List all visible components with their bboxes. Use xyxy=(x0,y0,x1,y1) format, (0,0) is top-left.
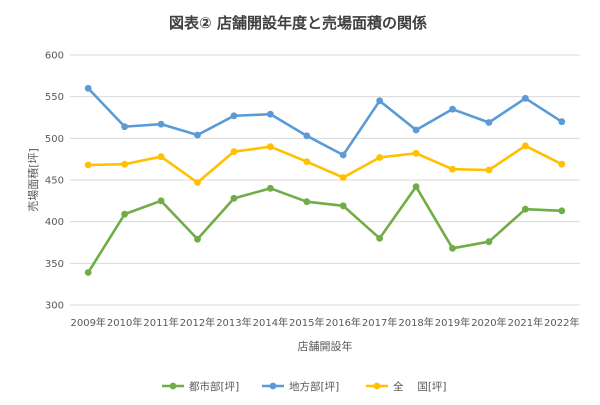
data-point xyxy=(339,202,347,210)
x-tick-label: 2015年 xyxy=(289,316,324,329)
x-tick-label: 2016年 xyxy=(325,316,360,329)
data-point xyxy=(84,269,92,276)
data-point xyxy=(449,105,456,113)
x-tick-label: 2022年 xyxy=(544,316,579,329)
data-point xyxy=(303,158,311,166)
data-point xyxy=(376,154,384,161)
y-tick-label: 550 xyxy=(45,92,64,103)
x-axis-ticks: 2009年 2010年 2011年 2012年 2013年 2014年 2015年 2016年… xyxy=(70,316,579,329)
data-point xyxy=(376,234,384,242)
legend-label: 全 国[坪] xyxy=(393,380,447,393)
x-tick-label: 2018年 xyxy=(398,316,433,329)
data-point xyxy=(485,119,493,126)
y-tick-label: 450 xyxy=(45,176,64,187)
series-line xyxy=(87,87,563,157)
y-tick-label: 350 xyxy=(45,259,64,270)
data-point xyxy=(194,179,201,186)
x-tick-label: 2020年 xyxy=(471,316,506,329)
x-tick-label: 2011年 xyxy=(143,316,178,329)
legend-item: 全 国[坪] xyxy=(366,380,447,393)
series-line xyxy=(87,185,562,274)
x-tick-label: 2013年 xyxy=(216,316,251,329)
data-point xyxy=(449,165,456,173)
data-point xyxy=(266,110,274,118)
legend-marker xyxy=(373,382,381,390)
data-point xyxy=(230,148,238,156)
y-tick-label: 500 xyxy=(45,134,64,145)
data-point xyxy=(339,151,347,159)
series-group xyxy=(84,142,566,186)
legend: 都市部[坪] 地方部[坪] 全 国[坪] xyxy=(162,380,447,393)
data-point xyxy=(84,84,92,92)
x-tick-label: 2012年 xyxy=(180,316,215,329)
data-point xyxy=(157,120,165,128)
data-point xyxy=(521,94,529,102)
legend-marker xyxy=(269,382,277,390)
data-point xyxy=(521,205,529,213)
y-tick-label: 600 xyxy=(45,51,64,62)
legend-label: 都市部[坪] xyxy=(189,380,239,393)
series-group xyxy=(84,183,566,276)
data-point xyxy=(376,97,384,105)
x-tick-label: 2021年 xyxy=(508,316,543,329)
data-point xyxy=(521,142,529,150)
data-point xyxy=(412,183,420,191)
data-point xyxy=(230,194,238,202)
series-line xyxy=(88,144,563,184)
y-tick-label: 300 xyxy=(45,301,64,312)
gridlines xyxy=(70,54,580,306)
x-tick-label: 2010年 xyxy=(107,316,142,329)
data-point xyxy=(412,149,420,157)
data-point xyxy=(558,118,566,126)
x-tick-label: 2009年 xyxy=(70,316,105,329)
data-point xyxy=(303,132,311,140)
series-lines xyxy=(84,84,566,276)
legend-item: 都市部[坪] xyxy=(162,380,239,393)
data-point xyxy=(485,238,493,246)
data-point xyxy=(339,174,347,181)
data-point xyxy=(449,244,456,252)
legend-label: 地方部[坪] xyxy=(289,380,339,393)
x-tick-label: 2017年 xyxy=(362,316,397,329)
x-axis-label: 店舗開設年 xyxy=(298,339,353,353)
data-point xyxy=(412,126,420,134)
data-point xyxy=(230,112,238,120)
data-point xyxy=(121,123,129,131)
data-point xyxy=(194,235,201,243)
y-tick-label: 400 xyxy=(45,217,64,228)
y-axis-label: 売場面積[坪] xyxy=(26,148,40,212)
data-point xyxy=(485,166,493,174)
data-point xyxy=(121,210,129,218)
data-point xyxy=(84,161,92,169)
data-point xyxy=(157,153,165,161)
x-tick-label: 2019年 xyxy=(435,316,470,329)
data-point xyxy=(303,198,311,206)
data-point xyxy=(266,184,274,192)
legend-marker xyxy=(169,382,177,390)
series-group xyxy=(84,84,566,159)
data-point xyxy=(121,160,129,168)
data-point xyxy=(266,143,274,151)
data-point xyxy=(194,131,201,139)
chart-title: 図表② 店舗開設年度と売場面積の関係 xyxy=(169,14,427,32)
legend-item: 地方部[坪] xyxy=(262,380,339,393)
y-axis-ticks: 300 350 400 450 500 550 600 xyxy=(45,51,64,312)
data-point xyxy=(157,197,165,205)
data-point xyxy=(558,207,566,215)
data-point xyxy=(558,160,566,168)
x-tick-label: 2014年 xyxy=(253,316,288,329)
